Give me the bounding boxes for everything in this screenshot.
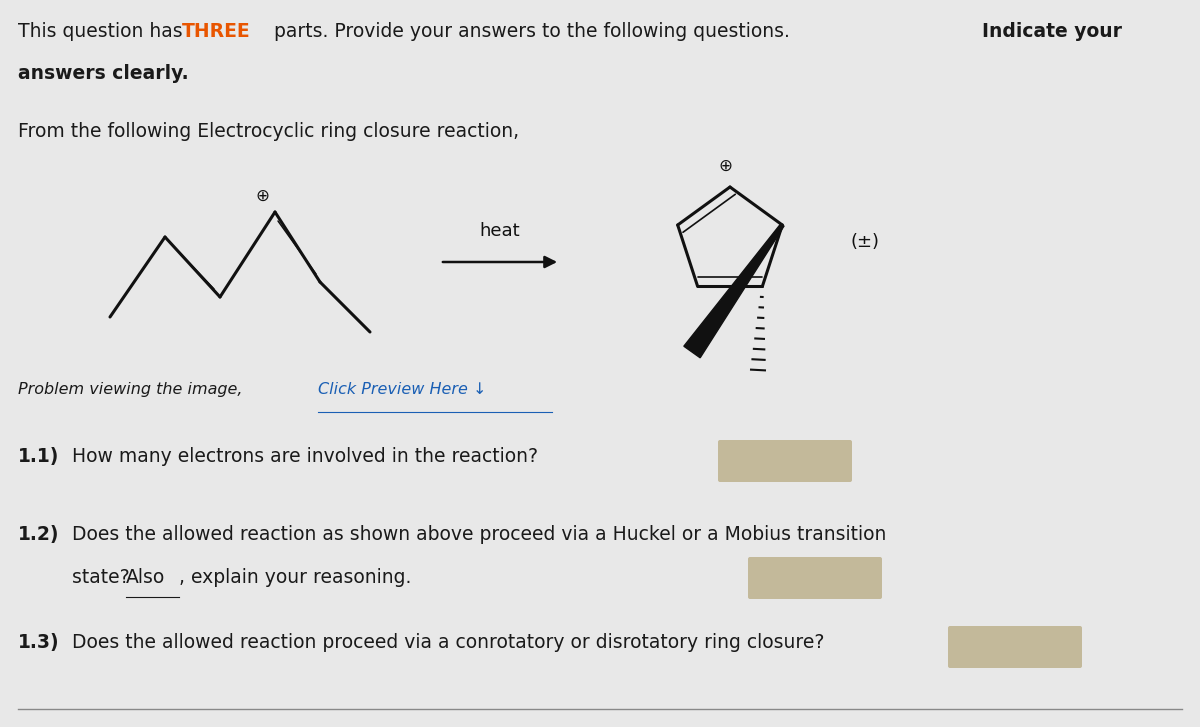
Text: 1.3): 1.3) bbox=[18, 633, 60, 652]
Text: Indicate your: Indicate your bbox=[982, 22, 1122, 41]
FancyBboxPatch shape bbox=[718, 440, 852, 482]
Text: ⊕: ⊕ bbox=[256, 187, 269, 205]
Polygon shape bbox=[684, 224, 784, 358]
Text: Does the allowed reaction proceed via a conrotatory or disrotatory ring closure?: Does the allowed reaction proceed via a … bbox=[72, 633, 824, 652]
Text: How many electrons are involved in the reaction?: How many electrons are involved in the r… bbox=[72, 447, 538, 466]
Text: ⊕: ⊕ bbox=[718, 157, 732, 175]
Text: 1.1): 1.1) bbox=[18, 447, 59, 466]
FancyBboxPatch shape bbox=[948, 626, 1082, 668]
Text: From the following Electrocyclic ring closure reaction,: From the following Electrocyclic ring cl… bbox=[18, 122, 520, 141]
Text: answers clearly.: answers clearly. bbox=[18, 64, 188, 83]
Text: This question has: This question has bbox=[18, 22, 188, 41]
FancyBboxPatch shape bbox=[748, 557, 882, 599]
Text: 1.2): 1.2) bbox=[18, 525, 60, 544]
Text: (±): (±) bbox=[850, 233, 878, 251]
Text: parts. Provide your answers to the following questions.: parts. Provide your answers to the follo… bbox=[268, 22, 796, 41]
Text: Click Preview Here ↓: Click Preview Here ↓ bbox=[318, 382, 486, 397]
Text: , explain your reasoning.: , explain your reasoning. bbox=[179, 568, 412, 587]
Text: Problem viewing the image,: Problem viewing the image, bbox=[18, 382, 247, 397]
Text: THREE: THREE bbox=[182, 22, 251, 41]
Text: Also: Also bbox=[126, 568, 166, 587]
Text: Does the allowed reaction as shown above proceed via a Huckel or a Mobius transi: Does the allowed reaction as shown above… bbox=[72, 525, 887, 544]
Text: heat: heat bbox=[480, 222, 521, 240]
Text: state?: state? bbox=[72, 568, 136, 587]
